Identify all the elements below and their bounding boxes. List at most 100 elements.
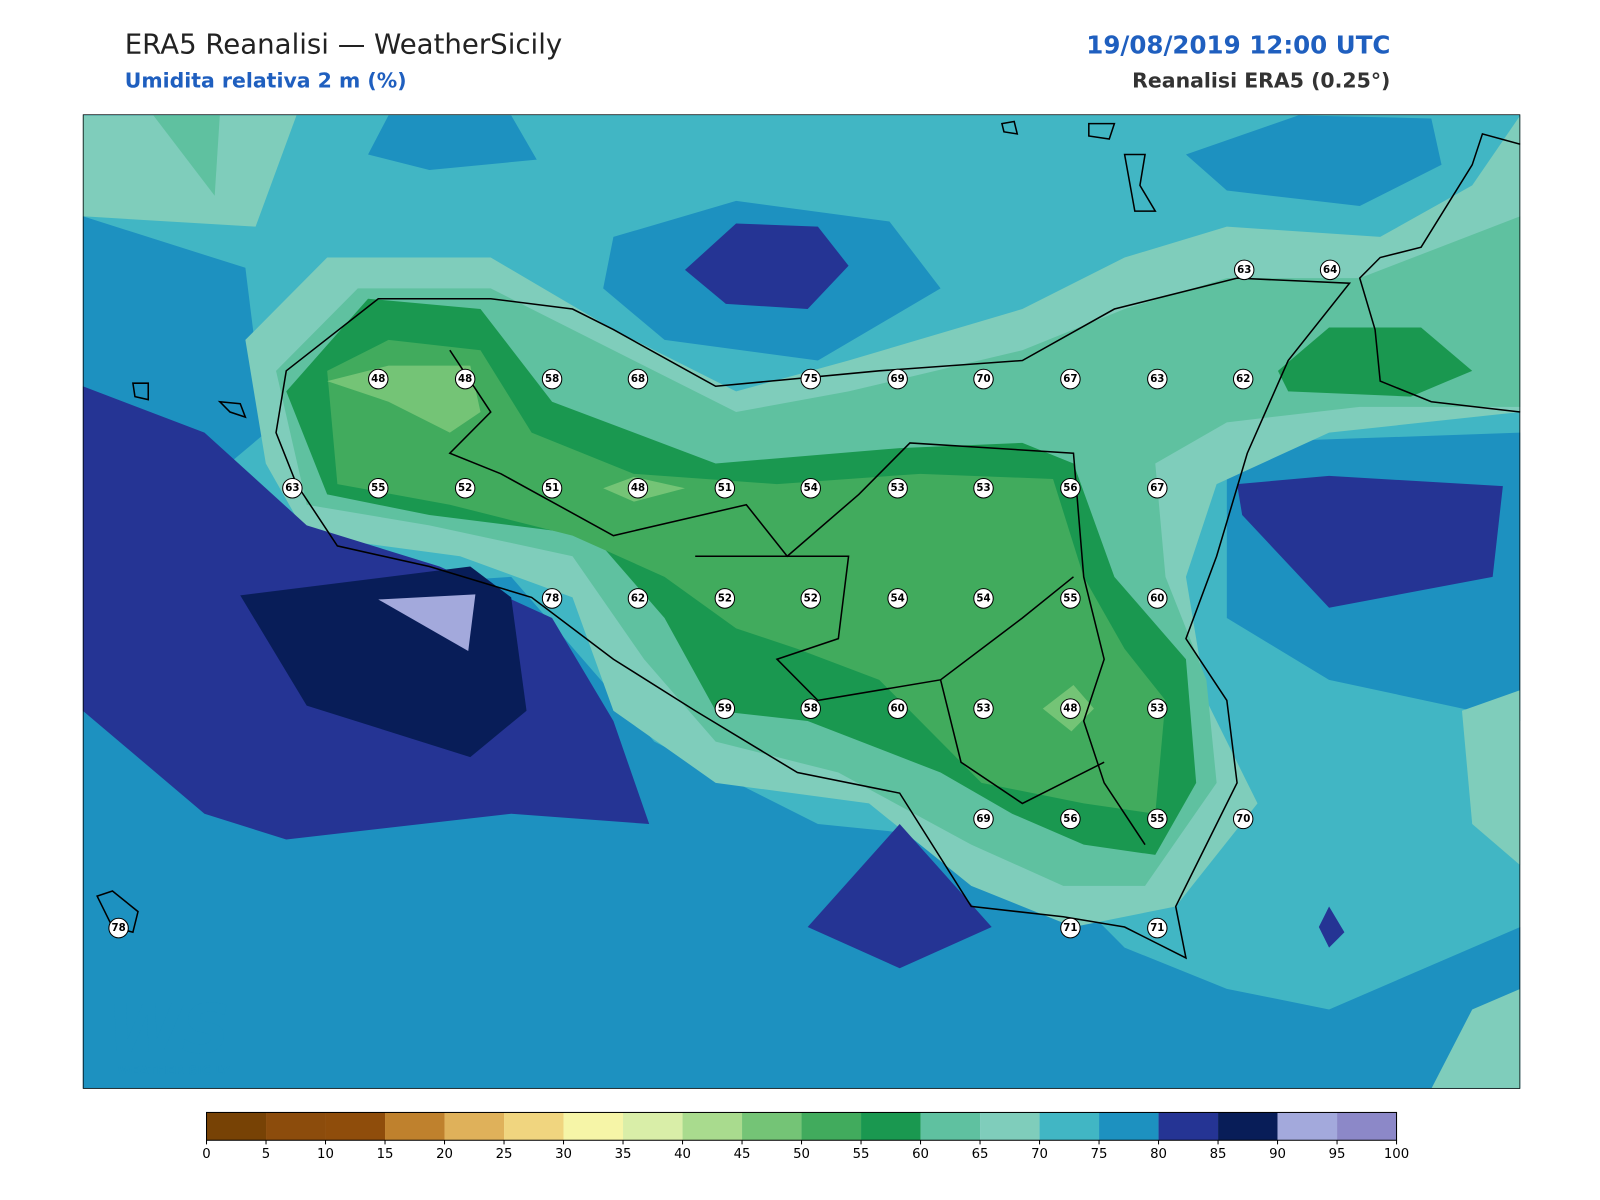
station-marker [1319,259,1341,281]
station: 78 [541,588,563,609]
station-value: 48 [1063,703,1077,715]
colorbar-tick-label: 60 [912,1147,929,1162]
humidity-field [82,114,1521,1089]
station-value: 48 [631,482,645,494]
station-marker [454,368,476,390]
station: 48 [368,368,389,390]
colorbar-bin [325,1112,386,1141]
station: 53 [887,477,908,499]
station-marker [1232,808,1254,830]
colorbar-tick-label: 55 [853,1147,870,1162]
station: 70 [973,368,994,390]
colorbar-bin [1039,1112,1100,1141]
colorbar-bin [682,1112,743,1141]
colorbar-bin [920,1112,981,1141]
colorbar-bin [1158,1112,1219,1141]
station-marker [1060,588,1081,609]
colorbar-tick-label: 90 [1269,1147,1286,1162]
station-marker [1060,808,1081,830]
station-value: 52 [718,592,732,604]
station-value: 71 [1063,922,1077,934]
station: 51 [714,477,736,499]
station: 48 [454,368,476,390]
station: 71 [1060,917,1081,939]
station-marker [887,477,908,499]
station-value: 70 [976,373,990,385]
station-value: 54 [976,592,990,604]
station-marker [541,368,563,390]
station-value: 55 [371,482,385,494]
station-value: 64 [1323,264,1337,276]
station-value: 69 [891,373,905,385]
colorbar-tick-label: 45 [734,1147,751,1162]
colorbar: 0 5 10 15 20 25 30 35 40 45 50 55 60 65 70 75 80 85 90 95 10… [202,1111,1409,1162]
colorbar-tick-label: 65 [972,1147,989,1162]
station-marker [1060,368,1081,390]
station-marker [1147,917,1168,939]
station-value: 56 [1063,813,1077,825]
station-marker [1233,259,1255,281]
source: Reanalisi ERA5 (0.25°) [1132,68,1390,92]
station-marker [1232,368,1254,390]
station-marker [627,477,649,499]
station: 68 [627,368,649,390]
station: 55 [1060,588,1081,609]
station-value: 70 [1236,813,1250,825]
station: 63 [1233,259,1255,281]
station-value: 67 [1150,482,1164,494]
station: 54 [800,477,821,499]
colorbar-tick-label: 100 [1384,1147,1409,1162]
station: 58 [541,368,563,390]
station: 52 [800,588,821,609]
station-marker [800,477,821,499]
station: 59 [714,698,736,719]
station-value: 48 [371,373,385,385]
station-value: 52 [804,592,818,604]
station-marker [1060,698,1081,719]
station: 60 [1147,588,1168,609]
station-value: 55 [1150,813,1164,825]
colorbar-bin [1337,1112,1397,1141]
station: 75 [800,368,821,390]
date: 19/08/2019 12:00 UTC [1086,30,1390,59]
station-value: 60 [891,703,905,715]
colorbar-tick-label: 40 [674,1147,691,1162]
station-marker [1147,588,1168,609]
station-marker [800,588,821,609]
station-value: 53 [976,703,990,715]
station-marker [887,698,908,719]
colorbar-tick-label: 5 [262,1147,270,1162]
colorbar-tick-label: 10 [317,1147,334,1162]
colorbar-tick-label: 70 [1031,1147,1048,1162]
station-marker [973,808,994,830]
station: 53 [1147,698,1168,719]
station: 62 [1232,368,1254,390]
colorbar-bin [742,1112,802,1141]
station-marker [887,588,908,609]
station-labels: 63 64 48 48 58 68 75 69 70 67 63 62 63 55 52 51 48 51 54 53… [108,259,1341,939]
colorbar-bin [623,1112,683,1141]
colorbar-tick-label: 30 [555,1147,572,1162]
colorbar-bin [801,1112,862,1141]
station-marker [368,477,389,499]
station-value: 59 [718,703,732,715]
station: 70 [1232,808,1254,830]
station-value: 62 [1236,373,1250,385]
station-value: 58 [804,703,818,715]
station: 53 [973,698,994,719]
station-marker [973,477,994,499]
colorbar-tick-label: 85 [1210,1147,1227,1162]
colorbar-bin [1099,1112,1159,1141]
station: 48 [627,477,649,499]
station-marker [714,477,736,499]
station-marker [282,477,303,499]
station: 51 [541,477,563,499]
station-value: 63 [1237,264,1251,276]
station-value: 60 [1150,592,1164,604]
station: 56 [1060,808,1081,830]
station-marker [108,917,129,939]
logo-caption: WEATHER SICILY [117,1063,231,1077]
station-marker [1147,368,1168,390]
colorbar-tick-label: 75 [1091,1147,1108,1162]
